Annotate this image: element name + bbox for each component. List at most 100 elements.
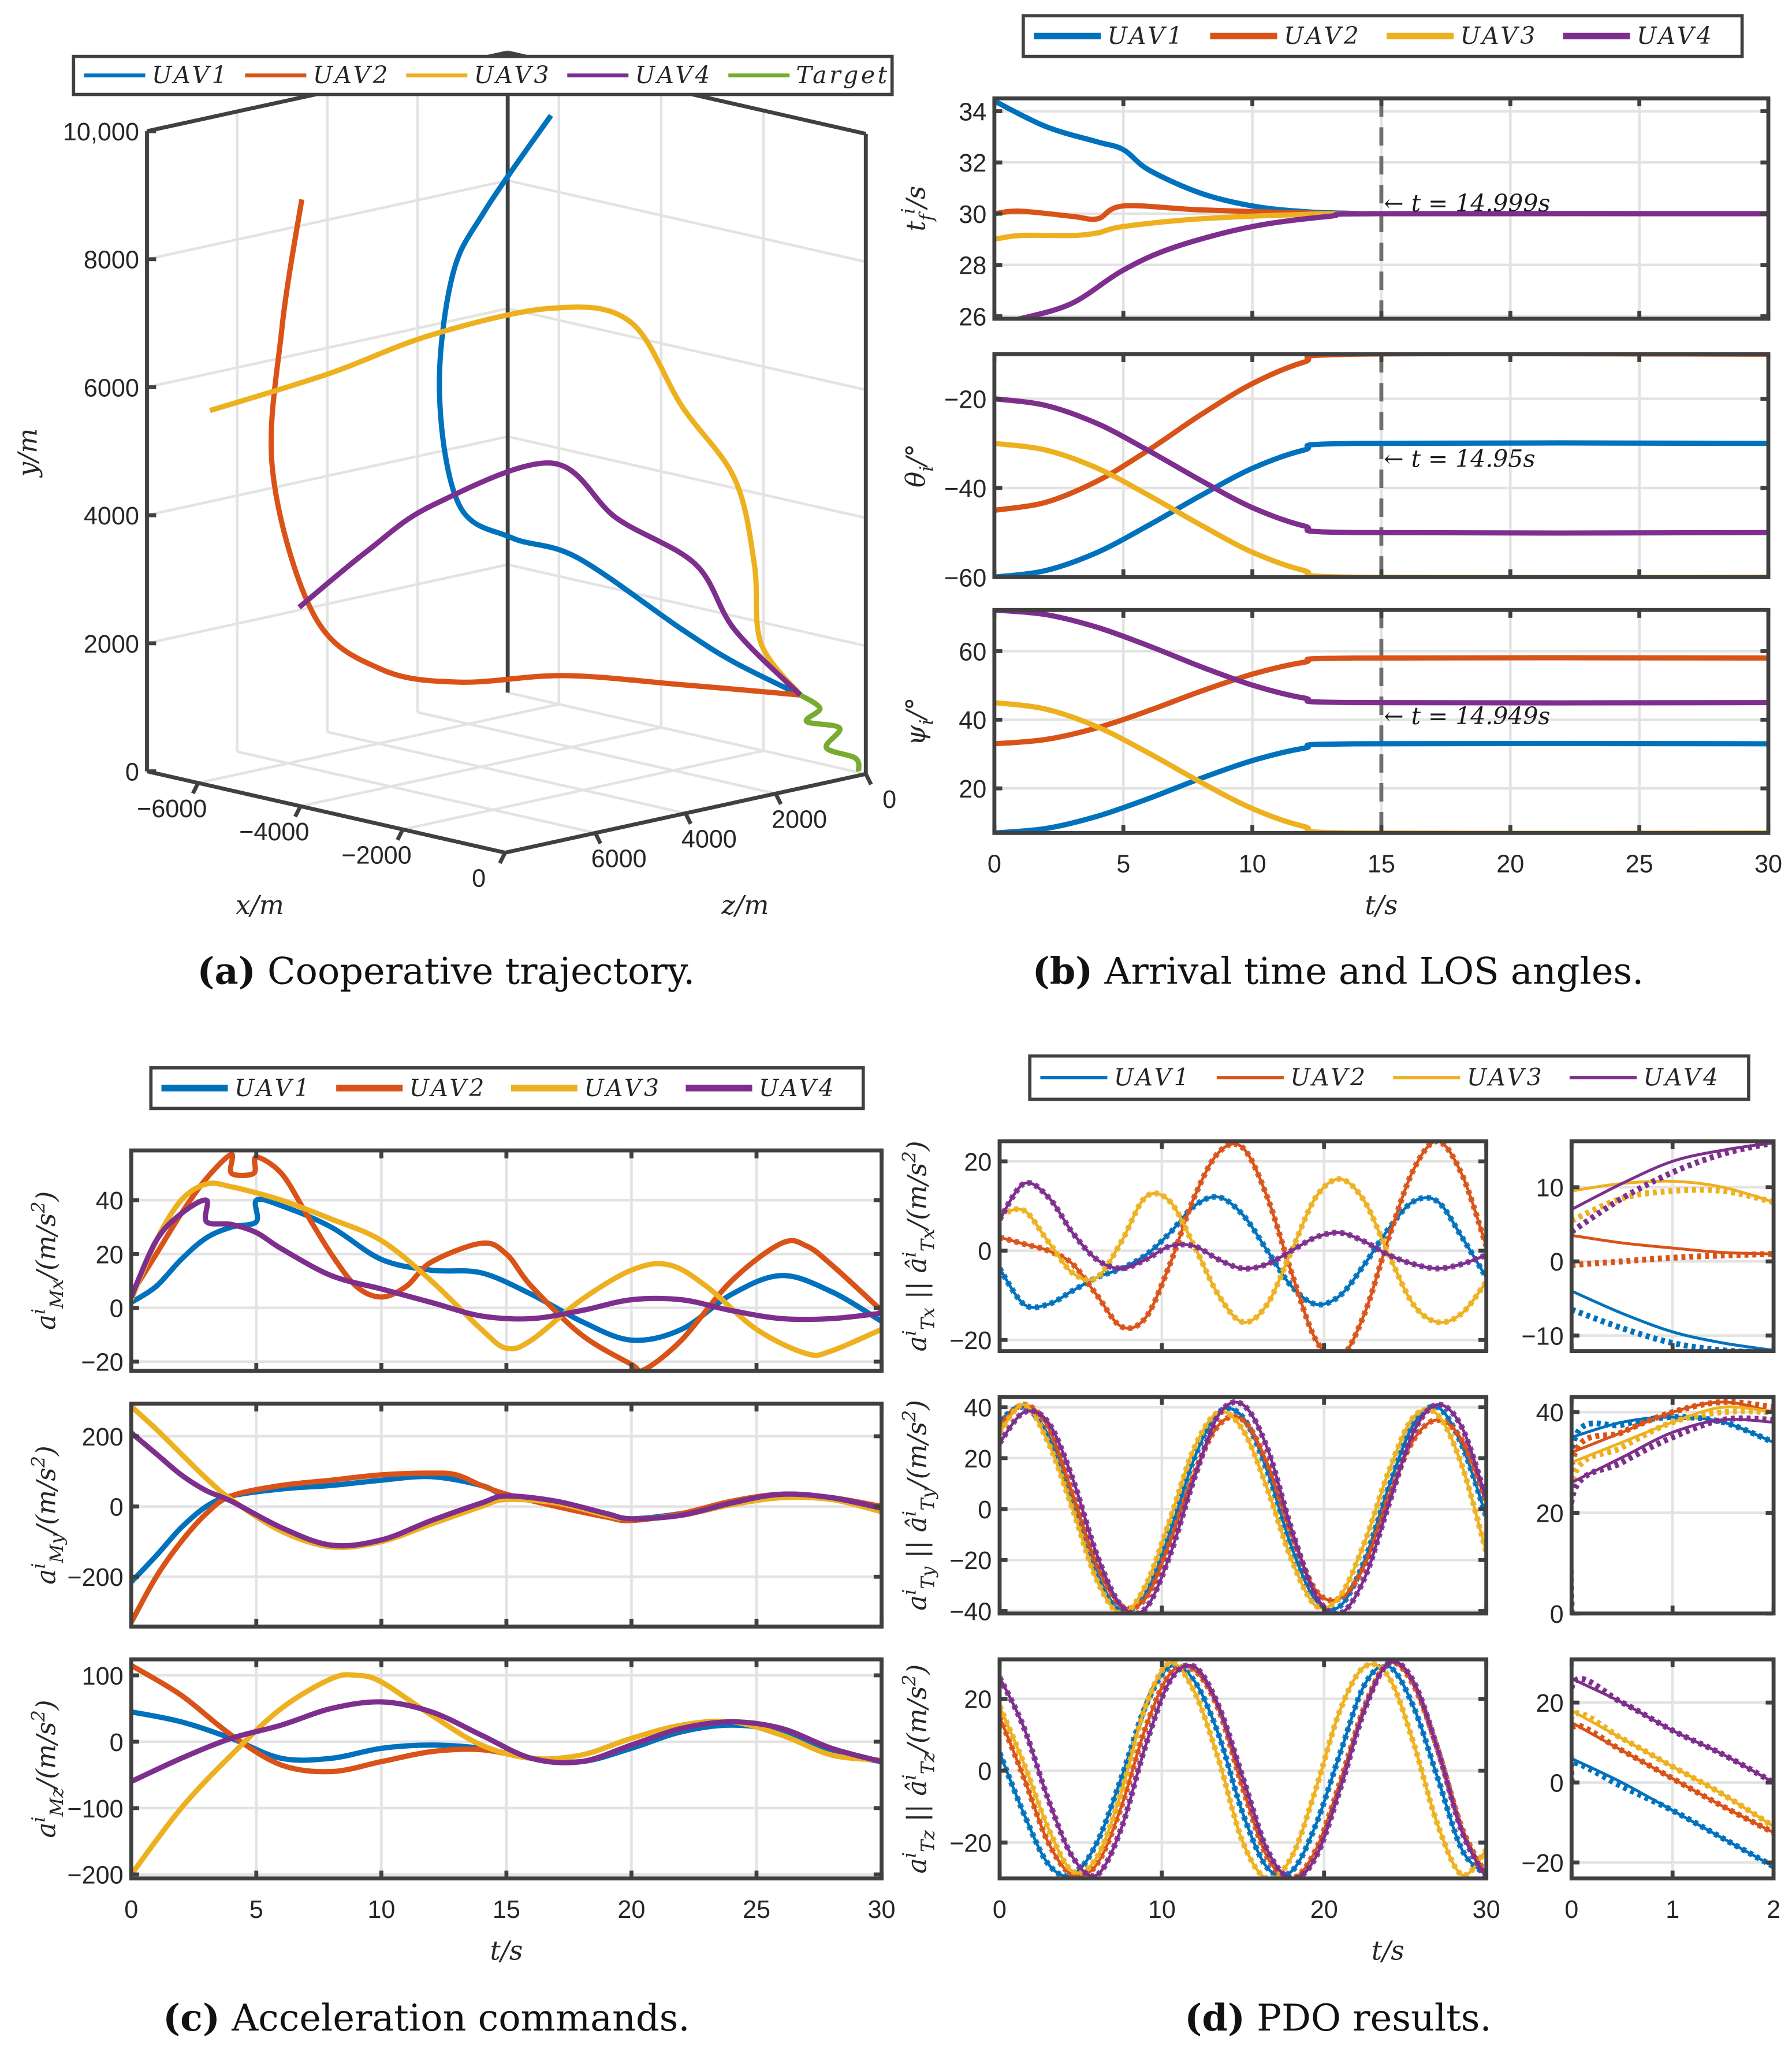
legend-d: UAV1 UAV2 UAV3 UAV4 [1028, 1054, 1750, 1101]
series-line-uav2 [999, 1141, 1486, 1351]
caption-a-text: Cooperative trajectory. [256, 950, 695, 993]
z-gridline [237, 750, 596, 834]
convergence-annotation: ← t = 14.95s [1384, 445, 1535, 472]
series-line-uav4 [131, 1430, 882, 1549]
caption-c: (c) Acceleration commands. [163, 1996, 690, 2039]
y-axis-label: aiTx || âiTx/(m/s2) [899, 1141, 939, 1351]
y-tick-label: 0 [110, 1729, 124, 1757]
caption-a-label: (a) [197, 949, 255, 993]
series-estimate-uav4 [999, 1399, 1486, 1614]
x-axis-label: x/m [236, 890, 284, 921]
y-tick-label: 6000 [84, 374, 139, 402]
y-axis-label: y/m [13, 429, 43, 478]
y-tick-label: 2000 [84, 631, 139, 658]
series-line-uav1-estimate [1571, 1414, 1774, 1614]
legend-label: UAV4 [1643, 1064, 1720, 1091]
convergence-annotation: ← t = 14.999s [1384, 189, 1550, 217]
y-tick-label: −200 [67, 1862, 123, 1890]
y-tick-label: 0 [1550, 1601, 1564, 1629]
series-line-uav4-estimate [1571, 1415, 1774, 1614]
chart-b1: 26 28 30 32 34 tfi/s ← t = 14.999s [897, 96, 1771, 331]
legend-label: Target [796, 61, 890, 89]
series-group [999, 1659, 1486, 1879]
y-tick-label: −20 [949, 1830, 992, 1857]
y-tick-label: 40 [964, 1395, 992, 1422]
z-tick-label: 0 [882, 786, 896, 814]
series-group [1571, 1399, 1774, 1614]
caption-d: (d) PDO results. [1184, 1996, 1491, 2039]
legend-box [1021, 14, 1744, 58]
caption-b-text: Arrival time and LOS angles. [1093, 950, 1644, 993]
x-tick-label: −2000 [341, 841, 411, 869]
chart-c1: −20 0 20 40 aiMx/(m/s2) [28, 1148, 884, 1377]
x-tick-label: 0 [472, 865, 486, 892]
legend-label: UAV3 [474, 61, 552, 89]
series-group [1571, 1675, 1774, 1869]
series-group [994, 354, 1769, 578]
chart-e1: −10 0 10 [1521, 1139, 1776, 1353]
y-tick-label: 10 [1536, 1175, 1564, 1202]
series-estimate-uav4 [999, 1180, 1486, 1272]
x-gridline [402, 749, 764, 831]
x-tick-label: 20 [1310, 1896, 1338, 1924]
trajectory-uav1 [437, 114, 802, 698]
y-tick-label: −100 [67, 1795, 123, 1823]
legend-label: UAV1 [1107, 22, 1184, 50]
series-line-uav2 [994, 655, 1769, 747]
y-tick-label: 20 [1536, 1690, 1564, 1718]
y-tick-label: 60 [959, 638, 986, 666]
series-estimate-uav1 [999, 1194, 1486, 1311]
chart-b2: −60 −40 −20 θi/° ← t = 14.95s [900, 352, 1771, 592]
y-gridline [507, 563, 866, 647]
chart-e2: 0 20 40 [1536, 1395, 1776, 1629]
series-line-uav2-estimate [1571, 1251, 1774, 1268]
y-tick-label: 34 [959, 98, 986, 126]
x-tick-label: 0 [993, 1896, 1007, 1924]
x-gridline [198, 703, 560, 784]
y-tick-label: −20 [949, 1327, 992, 1355]
z-tick [683, 812, 693, 825]
legend-label: UAV1 [234, 1074, 312, 1102]
x-tick [498, 851, 507, 865]
series-line-uav2 [994, 354, 1769, 513]
y-tick-label: 0 [1550, 1769, 1564, 1797]
series-line-uav4 [131, 1197, 882, 1322]
series-line-uav4 [1008, 211, 1769, 319]
z-gridline [327, 731, 686, 815]
y-tick-label: 20 [964, 1149, 992, 1176]
y-tick-label: 0 [978, 1496, 992, 1524]
z-tick [774, 792, 783, 805]
series-estimate-uav2 [999, 1659, 1486, 1879]
chart-3d-trajectory: −6000 −4000 −2000 0 0 2000 4000 6000 0 2000 4000 60… [13, 50, 896, 921]
y-tick-label: 100 [82, 1663, 124, 1690]
caption-d-text: PDO results. [1245, 1996, 1492, 2039]
y-tick-label: −200 [67, 1564, 123, 1592]
legend-label: UAV3 [1460, 22, 1537, 50]
legend-label: UAV1 [152, 61, 229, 89]
chart-d3: −20 0 20 0 10 20 30 aiTz || âiTz/(m/s2) t/s [899, 1657, 1500, 1966]
y-tick-label: 0 [110, 1295, 124, 1323]
x-tick-label: −4000 [239, 818, 309, 846]
z-tick-label: 6000 [591, 845, 647, 873]
y-tick-label: 0 [1550, 1249, 1564, 1276]
z-tick-label: 4000 [681, 825, 737, 853]
caption-b: (b) Arrival time and LOS angles. [1033, 949, 1644, 993]
x-tick-label: 5 [1116, 851, 1130, 878]
x-tick-label: 30 [1473, 1896, 1500, 1924]
x-tick-label: 20 [1496, 851, 1524, 878]
caption-c-label: (c) [163, 1996, 220, 2039]
y-tick-label: 30 [959, 201, 986, 229]
legend-label: UAV2 [409, 1074, 487, 1102]
y-tick-label: 0 [125, 759, 139, 787]
legend-c: UAV1 UAV2 UAV3 UAV4 [149, 1066, 865, 1111]
chart-c3: −200 −100 0 100 0 5 10 15 20 25 30 aiMz/(m/s2) t/s [28, 1657, 896, 1966]
caption-d-label: (d) [1184, 1996, 1245, 2039]
y-tick-label: 8000 [84, 247, 139, 274]
x-tick-label: 15 [1368, 851, 1395, 878]
legend-label: UAV2 [313, 61, 390, 89]
series-line-uav4 [999, 1181, 1486, 1271]
series-line-uav4-estimate [1571, 1675, 1774, 1786]
chart-c2: −200 0 200 aiMy/(m/s2) [28, 1402, 884, 1629]
legend-label: UAV3 [584, 1074, 661, 1102]
